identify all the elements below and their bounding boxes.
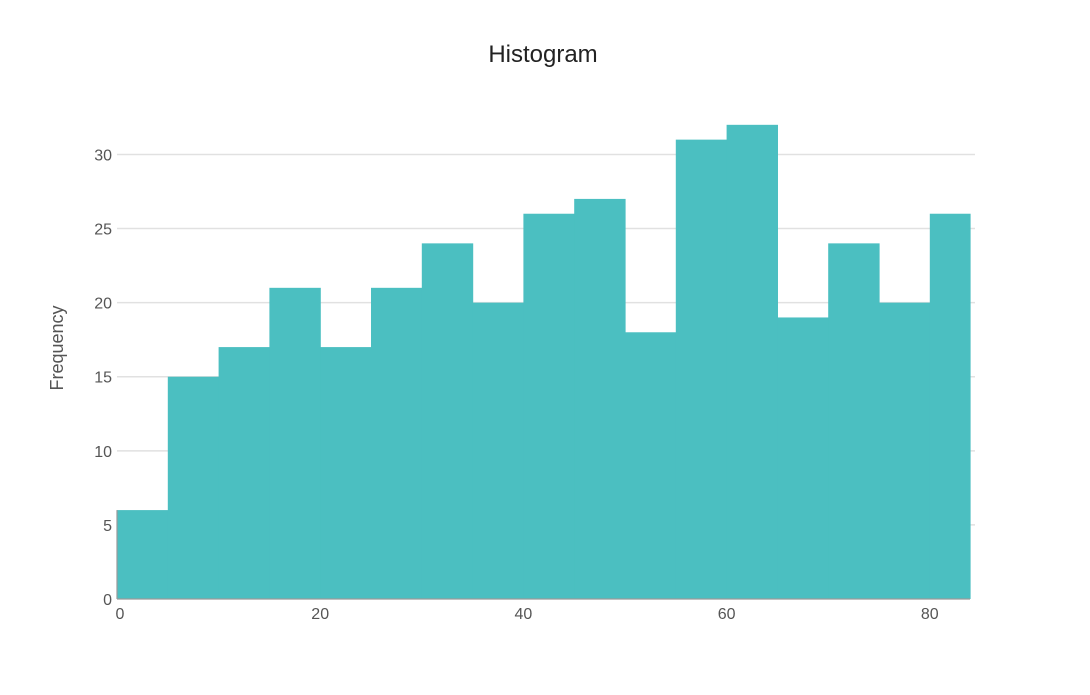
x-tick-label-40: 40 [515, 606, 533, 623]
histogram-bar-25-30 [371, 287, 423, 599]
histogram-bar-10-15 [218, 347, 270, 599]
x-tick-label-80: 80 [921, 606, 939, 623]
y-tick-label-0: 0 [103, 592, 112, 609]
histogram-bar-5-10 [167, 376, 220, 599]
y-tick-label-10: 10 [94, 444, 112, 461]
y-tick-label-30: 30 [94, 147, 112, 164]
x-tick-labels: 0 20 40 60 80 [116, 606, 939, 623]
chart-title: Histogram [488, 41, 597, 68]
histogram-bar-20-25 [320, 347, 372, 599]
histogram-bar-0-5 [117, 510, 169, 599]
axes [116, 510, 970, 600]
histogram-bar-40-45 [523, 213, 575, 599]
histogram-bar-30-35 [421, 243, 474, 599]
histogram-bar-15-20 [269, 287, 321, 599]
x-tick-label-60: 60 [718, 606, 736, 623]
y-tick-label-5: 5 [103, 518, 112, 535]
histogram-bars [117, 124, 971, 600]
histogram-bar-70-75 [828, 243, 880, 599]
histogram-bar-60-65 [726, 124, 778, 600]
histogram-bar-45-50 [574, 198, 626, 599]
y-tick-label-25: 25 [94, 222, 112, 239]
x-tick-label-0: 0 [116, 606, 125, 623]
y-tick-label-15: 15 [94, 370, 112, 387]
y-tick-label-20: 20 [94, 296, 112, 313]
y-axis-label: Frequency [47, 305, 67, 390]
histogram-bar-35-40 [472, 302, 524, 599]
y-tick-labels: 0 5 10 15 20 25 30 [94, 147, 112, 609]
histogram-bar-50-55 [625, 332, 677, 599]
histogram-bar-55-60 [675, 139, 728, 600]
histogram-bar-75-80 [879, 302, 931, 599]
x-tick-label-20: 20 [311, 606, 329, 623]
histogram-bar-80-85 [929, 213, 971, 599]
histogram-bar-65-70 [777, 317, 829, 599]
